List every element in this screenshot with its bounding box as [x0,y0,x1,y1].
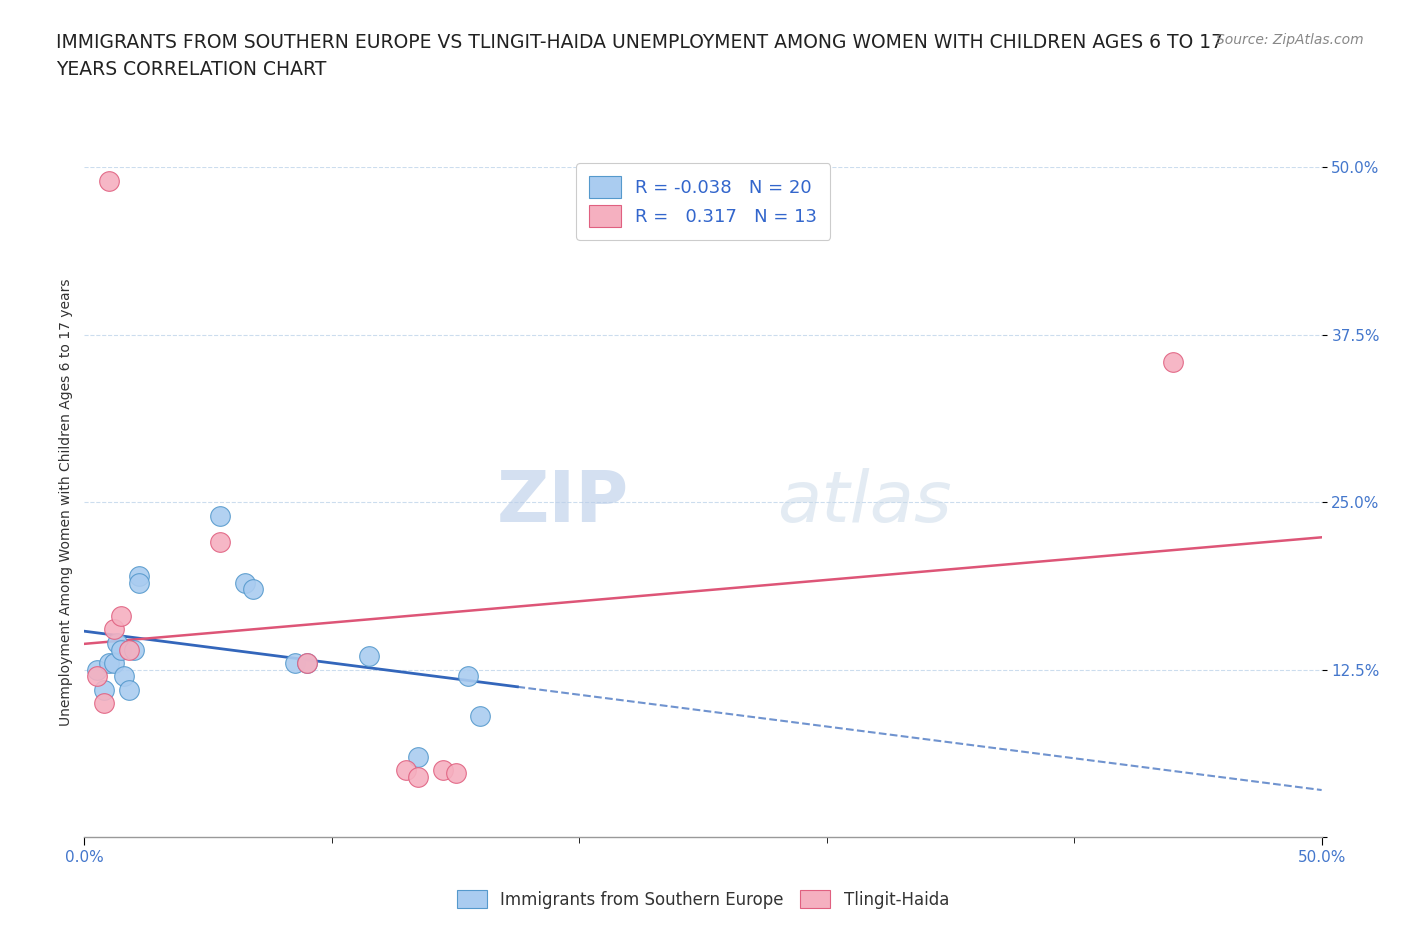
Point [357,649,380,664]
Point [86,662,108,677]
Text: Source: ZipAtlas.com: Source: ZipAtlas.com [1216,33,1364,46]
Point [295,656,318,671]
Point [110,608,132,623]
Point [470,709,492,724]
Point [128,568,150,583]
Point [233,575,256,590]
Point [98,656,121,671]
Point [395,763,418,777]
Point [98,173,121,188]
Point [444,765,467,780]
Point [432,763,454,777]
Point [408,769,430,784]
Point [242,582,264,597]
Point [93,696,115,711]
Point [103,622,125,637]
Text: ZIP: ZIP [496,468,628,537]
Point [457,669,479,684]
Y-axis label: Unemployment Among Women with Children Ages 6 to 17 years: Unemployment Among Women with Children A… [59,278,73,726]
Point [86,669,108,684]
Point [105,635,128,650]
Text: YEARS CORRELATION CHART: YEARS CORRELATION CHART [56,60,326,79]
Point [122,642,145,657]
Point [209,508,232,523]
Legend: R = -0.038   N = 20, R =   0.317   N = 13: R = -0.038 N = 20, R = 0.317 N = 13 [576,163,830,240]
Point [118,683,141,698]
Point [295,656,318,671]
Legend: Immigrants from Southern Europe, Tlingit-Haida: Immigrants from Southern Europe, Tlingit… [449,882,957,917]
Point [118,642,141,657]
Point [93,683,115,698]
Point [103,656,125,671]
Point [408,750,430,764]
Point [110,642,132,657]
Point [128,575,150,590]
Text: atlas: atlas [778,468,952,537]
Text: IMMIGRANTS FROM SOUTHERN EUROPE VS TLINGIT-HAIDA UNEMPLOYMENT AMONG WOMEN WITH C: IMMIGRANTS FROM SOUTHERN EUROPE VS TLING… [56,33,1223,51]
Point [1161,354,1184,369]
Point [209,535,232,550]
Point [284,656,307,671]
Point [112,669,135,684]
